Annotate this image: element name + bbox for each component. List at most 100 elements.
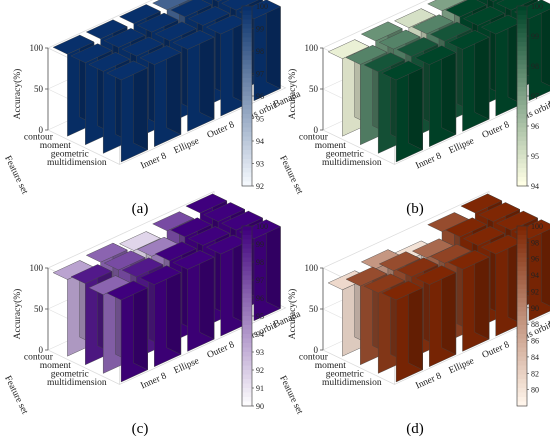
colorbar-tick-label: 99: [531, 32, 539, 41]
bar-side-face: [133, 60, 148, 151]
category-label: Outer 8: [481, 120, 512, 141]
bar-top-face: [70, 264, 113, 284]
colorbar-tick-label: 98: [256, 47, 264, 56]
z-tick-label: 100: [305, 263, 319, 273]
colorbar-tick-label: 97: [256, 276, 264, 285]
z-axis-title: Accuracy(%): [12, 69, 23, 120]
colorbar-segment: [242, 145, 252, 151]
feature-set-label: contour: [299, 132, 329, 142]
bar-side-face: [441, 265, 457, 355]
bar-top-face: [221, 0, 259, 11]
z-tick-label: 0: [314, 125, 319, 135]
bar-side-face: [474, 29, 490, 120]
feature-set-label: geometric: [51, 150, 89, 160]
bar-top-face: [360, 21, 403, 42]
colorbar-segment: [517, 123, 527, 129]
colorbar-segment: [242, 109, 252, 115]
bar-top-face: [121, 257, 164, 278]
colorbar-tick-label: 95: [531, 152, 539, 161]
colorbar-segment: [517, 114, 527, 120]
category-label: Outer 8: [206, 120, 237, 141]
colorbar: 94 95 96 97 98 99 100: [516, 2, 543, 191]
colorbar-tick-label: 90: [256, 402, 264, 411]
colorbar-segment: [517, 145, 527, 151]
category-label: Ellipse: [448, 356, 476, 376]
feature-set-label: geometric: [326, 150, 364, 160]
z-tick-label: 50: [34, 304, 44, 314]
bar-top-face: [85, 242, 128, 263]
colorbar-segment: [517, 325, 527, 331]
colorbar-segment: [517, 109, 527, 115]
bar: [139, 265, 182, 368]
colorbar-segment: [517, 150, 527, 156]
bar-top-face: [139, 45, 182, 65]
colorbar-segment: [242, 311, 252, 317]
colorbar-tick-label: 92: [531, 287, 539, 296]
colorbar-segment: [517, 374, 527, 380]
category-label: Inner 8: [414, 151, 443, 171]
bar: [447, 249, 490, 352]
colorbar-segment: [517, 343, 527, 349]
bar-side-face: [133, 280, 148, 371]
colorbar-segment: [242, 352, 252, 358]
colorbar-segment: [242, 28, 252, 34]
colorbar-segment: [517, 320, 527, 326]
category-label: Outer 8: [481, 340, 512, 361]
colorbar-segment: [517, 230, 527, 236]
colorbar-segment: [242, 325, 252, 331]
colorbar-segment: [242, 6, 252, 12]
bar: [414, 265, 457, 368]
colorbar-tick-label: 82: [531, 369, 539, 378]
bar-top-face: [489, 0, 498, 2]
colorbar-segment: [517, 388, 527, 394]
colorbar-segment: [242, 159, 252, 165]
colorbar-segment: [242, 334, 252, 340]
panel-label: (d): [406, 421, 424, 437]
bar-top-face: [447, 250, 490, 270]
colorbar-segment: [242, 329, 252, 335]
colorbar-segment: [517, 253, 527, 259]
colorbar-segment: [242, 24, 252, 30]
colorbar-segment: [517, 316, 527, 322]
colorbar-tick-label: 96: [256, 92, 264, 101]
bar-top-face: [496, 210, 539, 231]
colorbar-segment: [242, 347, 252, 353]
colorbar-segment: [242, 60, 252, 66]
colorbar-segment: [242, 118, 252, 124]
colorbar-segment: [242, 392, 252, 398]
colorbar-segment: [242, 82, 252, 88]
colorbar-segment: [517, 127, 527, 133]
chart-panel-1: 0 50 100 Accuracy(%) contourmomentgeometricm…: [2, 0, 303, 217]
bar-side-face: [266, 0, 281, 89]
colorbar-segment: [517, 96, 527, 102]
colorbar-segment: [242, 307, 252, 313]
colorbar-segment: [242, 361, 252, 367]
colorbar-segment: [242, 150, 252, 156]
bar-side-face: [541, 219, 550, 307]
colorbar-segment: [517, 181, 527, 187]
colorbar-tick-label: 96: [531, 255, 539, 264]
colorbar-segment: [242, 10, 252, 16]
bar-top-face: [345, 45, 388, 65]
colorbar-segment: [517, 307, 527, 313]
colorbar-segment: [242, 365, 252, 371]
colorbar-segment: [517, 257, 527, 263]
colorbar-segment: [242, 280, 252, 286]
colorbar-segment: [242, 168, 252, 174]
bar: [381, 60, 424, 163]
category-label: Ellipse: [173, 356, 201, 376]
colorbar-segment: [517, 356, 527, 362]
feature-set-label: moment: [315, 361, 346, 371]
colorbar-segment: [242, 248, 252, 254]
colorbar-segment: [517, 298, 527, 304]
colorbar-segment: [517, 275, 527, 281]
colorbar-segment: [242, 262, 252, 268]
bar-top-face: [154, 241, 197, 262]
colorbar-tick-label: 99: [256, 240, 264, 249]
colorbar-segment: [242, 226, 252, 232]
colorbar-segment: [242, 33, 252, 39]
bar-top-face: [394, 8, 436, 28]
colorbar-tick-label: 95: [256, 115, 264, 124]
colorbar-segment: [517, 401, 527, 407]
panel-label: (a): [132, 201, 149, 217]
